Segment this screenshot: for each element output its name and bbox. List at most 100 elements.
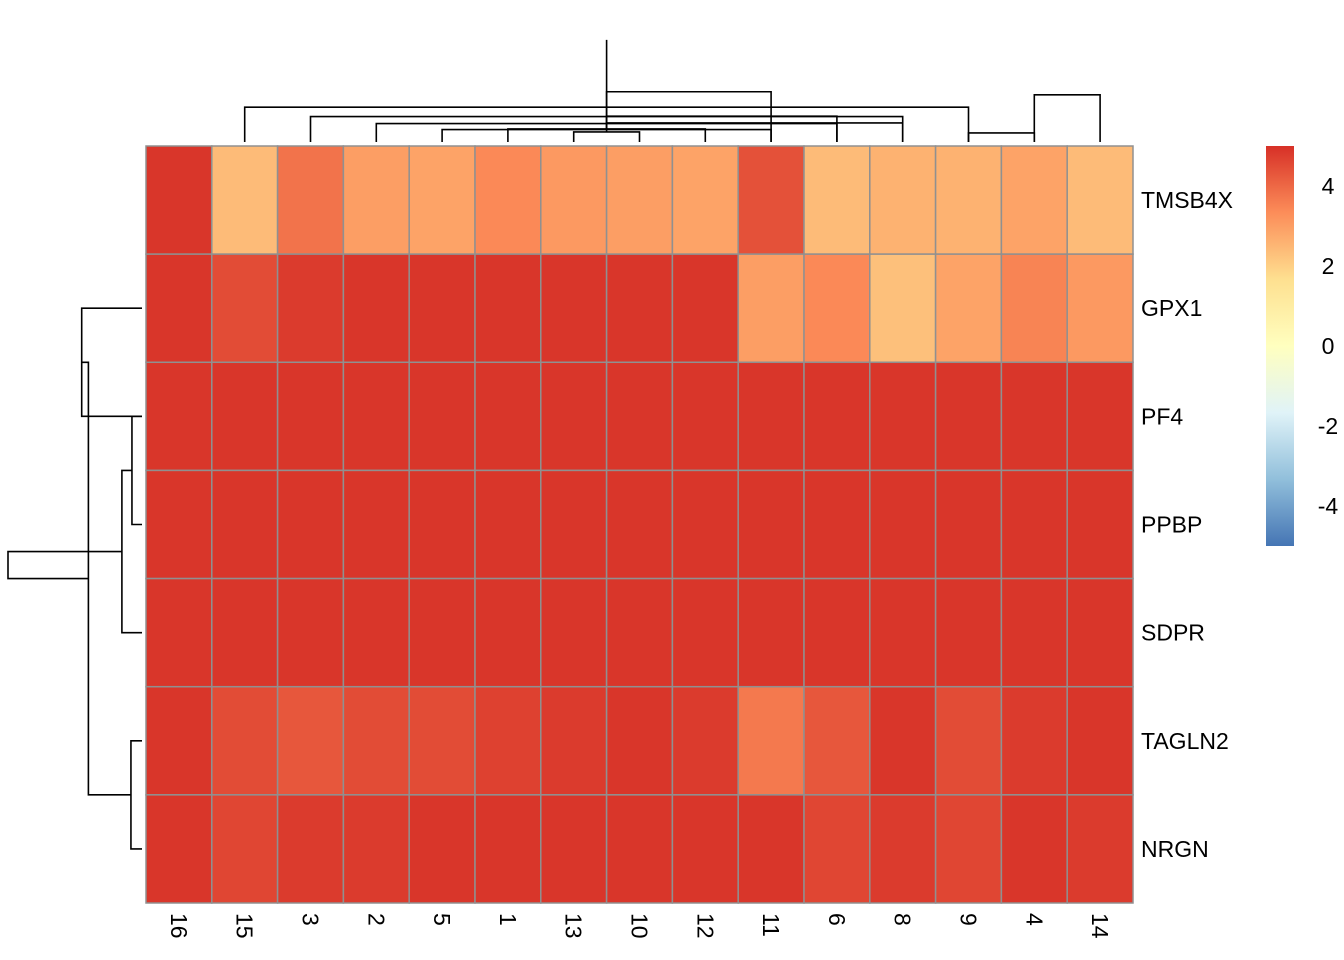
heatmap-cell [803,685,871,796]
heatmap-cell [1066,794,1134,904]
heatmap-cell [145,685,213,796]
heatmap-cell [342,685,410,796]
heatmap-cell [605,469,674,580]
legend-ticks: 4 2 0 -2 -4 [1318,173,1339,519]
heatmap-cell [1000,145,1068,255]
heatmap-cell [869,794,937,904]
color-legend: 4 2 0 -2 -4 [1266,146,1338,546]
heatmap-cell [934,577,1003,688]
heatmap-cell [1000,577,1068,688]
column-label: 11 [758,913,784,937]
heatmap-cell [145,361,213,472]
column-label: 12 [692,913,718,939]
heatmap-cell [934,794,1003,904]
heatmap-cell [540,794,608,904]
heatmap-cell [540,145,608,255]
column-label: 5 [429,913,455,926]
heatmap-cell [1066,685,1134,796]
heatmap-cell [869,253,937,364]
heatmap-cell [869,145,937,255]
heatmap-cell [605,145,674,255]
row-label: SDPR [1141,620,1205,646]
column-label: 16 [166,913,192,939]
heatmap-cell [1000,469,1068,580]
heatmap-cell [671,361,739,472]
heatmap-cell [342,577,410,688]
column-label: 14 [1087,913,1113,939]
heatmap-cell [1000,253,1068,364]
column-labels: 16 15 3 2 5 1 13 10 12 11 6 8 9 4 14 [166,913,1113,939]
heatmap-cell [211,253,279,364]
heatmap-cell [934,253,1003,364]
row-label: PF4 [1141,403,1183,429]
row-dendrogram-branch [131,415,142,526]
heatmap-cell [408,577,476,688]
heatmap-cell [342,145,410,255]
heatmap-cell [474,253,542,364]
heatmap-cell [671,685,739,796]
heatmap-cell [276,685,345,796]
heatmap-cell [1066,145,1134,255]
heatmap-cell [605,685,674,796]
heatmap-cell [671,577,739,688]
heatmap-cell [737,145,805,255]
heatmap-cell [474,685,542,796]
row-label: GPX1 [1141,295,1202,321]
heatmap-cell [671,145,739,255]
heatmap-cell [803,794,871,904]
heatmap-cell [803,577,871,688]
heatmap-cell [540,577,608,688]
heatmap-cell [408,253,476,364]
heatmap-cell [276,577,345,688]
column-dendrogram-branch [1033,93,1101,142]
heatmap-cell [1066,469,1134,580]
legend-tick-label: 4 [1322,173,1335,199]
heatmap-cell [737,469,805,580]
heatmap-cell [145,577,213,688]
heatmap-cell [474,577,542,688]
heatmap-cell [276,794,345,904]
heatmap-cell [145,145,213,255]
heatmap-cells [145,145,1134,904]
heatmap-cell [408,469,476,580]
heatmap-cell [803,145,871,255]
legend-tick-label: -4 [1318,493,1339,519]
heatmap-cell [803,469,871,580]
legend-tick-label: -2 [1318,413,1338,439]
heatmap-cell [934,361,1003,472]
heatmap-cell [540,253,608,364]
heatmap-cell [737,794,805,904]
column-label: 9 [956,913,982,926]
heatmap-cell [934,469,1003,580]
legend-tick-label: 0 [1322,333,1335,359]
heatmap-cell [474,469,542,580]
heatmap-cell [869,685,937,796]
heatmap-cell [934,145,1003,255]
row-dendrogram-branch [81,361,131,796]
column-label: 4 [1021,913,1047,926]
heatmap-cell [276,253,345,364]
heatmap-cell [803,253,871,364]
heatmap-cell [211,577,279,688]
row-dendrogram-branch [80,307,142,418]
column-label: 15 [232,913,258,939]
column-label: 10 [627,913,653,939]
heatmap-cell [276,469,345,580]
heatmap-cell [540,685,608,796]
heatmap-cell [408,794,476,904]
row-labels: TMSB4X GPX1 PF4 PPBP SDPR TAGLN2 NRGN [1141,187,1233,862]
heatmap-cell [408,145,476,255]
legend-tick-label: 2 [1322,253,1335,279]
heatmap-cell [671,794,739,904]
heatmap-cell [671,469,739,580]
heatmap-cell [276,145,345,255]
heatmap-cell [605,794,674,904]
column-label: 2 [363,913,389,926]
heatmap-cell [342,253,410,364]
row-dendrogram-branch [7,550,122,580]
heatmap-cell [408,685,476,796]
heatmap-cell [474,361,542,472]
heatmap-cell [1066,253,1134,364]
column-label: 13 [561,913,587,939]
